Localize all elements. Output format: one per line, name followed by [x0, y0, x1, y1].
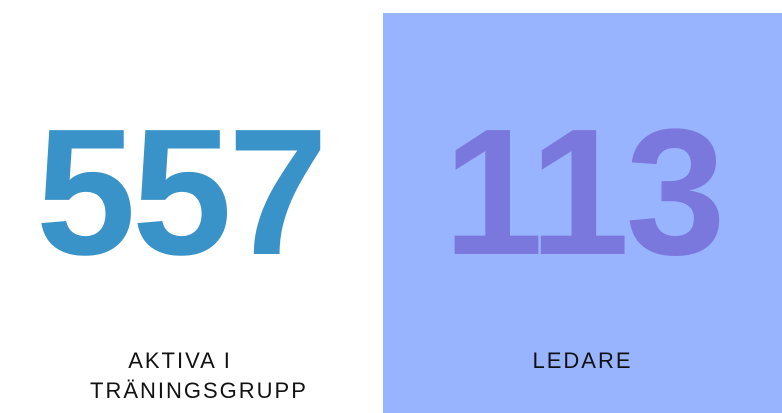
stat-value: 557	[35, 92, 328, 293]
stat-card: 557 AKTIVA I TRÄNINGSGRUPP	[0, 13, 360, 413]
stat-label: AKTIVA I TRÄNINGSGRUPP	[90, 348, 308, 403]
stat-card: 113 LEDARE	[383, 13, 782, 413]
stat-label: LEDARE	[532, 348, 633, 373]
stat-value: 113	[443, 92, 725, 293]
